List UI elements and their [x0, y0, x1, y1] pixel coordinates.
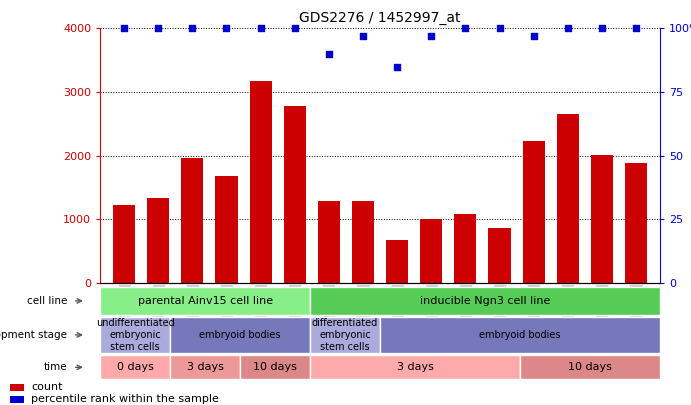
Bar — [454, 214, 477, 283]
Bar — [100, 355, 170, 379]
Bar — [386, 241, 408, 283]
Text: 10 days: 10 days — [568, 362, 612, 372]
Bar — [283, 106, 306, 283]
Point — [460, 25, 471, 32]
Point — [392, 63, 403, 70]
Point — [562, 25, 574, 32]
Bar — [147, 198, 169, 283]
Text: differentiated
embryonic
stem cells: differentiated embryonic stem cells — [312, 318, 378, 352]
Text: undifferentiated
embryonic
stem cells: undifferentiated embryonic stem cells — [96, 318, 175, 352]
Point — [323, 51, 334, 57]
Bar — [310, 287, 660, 315]
Bar — [310, 355, 520, 379]
Bar — [100, 317, 170, 353]
Bar — [352, 201, 374, 283]
Bar — [10, 396, 24, 403]
Bar — [489, 228, 511, 283]
Bar — [170, 355, 240, 379]
Text: time: time — [44, 362, 67, 372]
Bar — [310, 317, 380, 353]
Text: inducible Ngn3 cell line: inducible Ngn3 cell line — [420, 296, 550, 306]
Bar — [318, 201, 340, 283]
Point — [255, 25, 266, 32]
Bar — [520, 355, 660, 379]
Text: embryoid bodies: embryoid bodies — [480, 330, 560, 340]
Point — [630, 25, 641, 32]
Text: embryoid bodies: embryoid bodies — [200, 330, 281, 340]
Point — [494, 25, 505, 32]
Text: parental Ainv15 cell line: parental Ainv15 cell line — [138, 296, 273, 306]
Text: 3 days: 3 days — [187, 362, 224, 372]
Bar — [216, 176, 238, 283]
Bar — [249, 81, 272, 283]
Point — [221, 25, 232, 32]
Text: 10 days: 10 days — [253, 362, 297, 372]
Point — [119, 25, 130, 32]
Point — [596, 25, 607, 32]
Point — [153, 25, 164, 32]
Point — [357, 33, 368, 39]
Title: GDS2276 / 1452997_at: GDS2276 / 1452997_at — [299, 11, 461, 25]
Bar — [181, 158, 203, 283]
Bar — [240, 355, 310, 379]
Point — [426, 33, 437, 39]
Point — [528, 33, 539, 39]
Bar — [557, 114, 579, 283]
Bar — [170, 317, 310, 353]
Text: count: count — [31, 382, 63, 392]
Bar — [625, 163, 647, 283]
Text: cell line: cell line — [27, 296, 67, 306]
Bar — [113, 205, 135, 283]
Text: 3 days: 3 days — [397, 362, 433, 372]
Bar — [420, 220, 442, 283]
Text: development stage: development stage — [0, 330, 67, 340]
Point — [187, 25, 198, 32]
Point — [290, 25, 301, 32]
Bar — [10, 384, 24, 391]
Text: percentile rank within the sample: percentile rank within the sample — [31, 394, 219, 404]
Text: 0 days: 0 days — [117, 362, 153, 372]
Bar — [380, 317, 660, 353]
Bar — [100, 287, 310, 315]
Bar — [522, 141, 545, 283]
Bar — [591, 155, 613, 283]
